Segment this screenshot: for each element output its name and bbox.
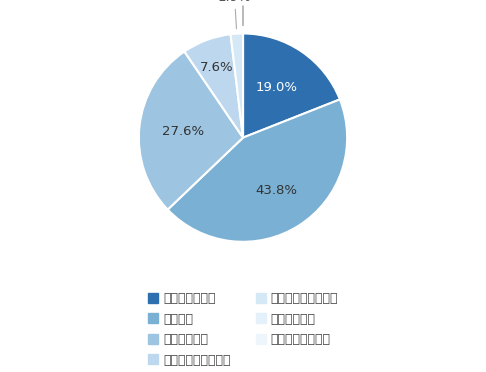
Wedge shape (139, 52, 243, 209)
Text: 0.0%: 0.0% (226, 0, 260, 26)
Wedge shape (243, 33, 340, 138)
Text: 1.9%: 1.9% (218, 0, 251, 29)
Legend: 非常にそう思う, そう思う, ややそう思う, どちらとも言えない, あまりそう思わない, そう思わない, 全くそう思わない: 非常にそう思う, そう思う, ややそう思う, どちらとも言えない, あまりそう思… (143, 287, 343, 372)
Text: 27.6%: 27.6% (162, 125, 204, 138)
Text: 7.6%: 7.6% (200, 61, 233, 74)
Text: 19.0%: 19.0% (256, 81, 298, 94)
Text: 43.8%: 43.8% (256, 184, 298, 197)
Wedge shape (230, 33, 243, 138)
Wedge shape (184, 34, 243, 138)
Wedge shape (168, 99, 347, 242)
Text: 0.0%: 0.0% (226, 0, 260, 26)
